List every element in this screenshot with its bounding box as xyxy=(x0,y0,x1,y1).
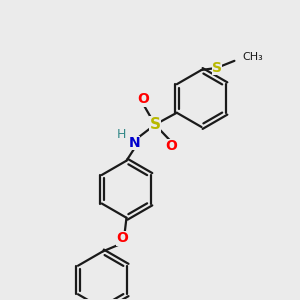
Text: H: H xyxy=(117,128,126,141)
Text: O: O xyxy=(165,139,177,153)
Text: O: O xyxy=(137,92,149,106)
Text: S: S xyxy=(212,61,222,75)
Text: S: S xyxy=(149,117,161,132)
Text: N: N xyxy=(129,136,140,150)
Text: O: O xyxy=(117,231,128,245)
Text: CH₃: CH₃ xyxy=(242,52,263,62)
